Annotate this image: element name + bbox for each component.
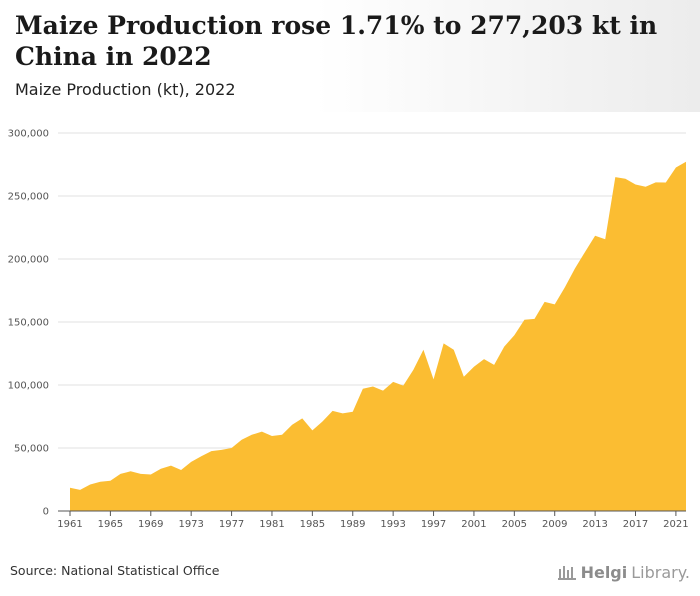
y-tick-label: 100,000 xyxy=(8,381,49,392)
area-chart: 0 50,000 100,000 150,000 200,000 250,000 300,0… xyxy=(8,129,689,531)
y-tick-label: 200,000 xyxy=(8,255,49,266)
logo-text-helgi: Helgi xyxy=(580,562,628,582)
library-icon xyxy=(557,566,576,580)
x-tick-label: 1997 xyxy=(421,519,446,530)
x-tick-label: 2005 xyxy=(502,519,527,530)
chart-subtitle: Maize Production (kt), 2022 xyxy=(15,80,236,99)
x-tick-label: 1993 xyxy=(380,519,405,530)
y-tick-label: 150,000 xyxy=(8,318,49,329)
x-tick-label: 2001 xyxy=(461,519,486,530)
header: Maize Production rose 1.71% to 277,203 k… xyxy=(0,0,700,112)
x-tick-label: 2017 xyxy=(623,519,648,530)
y-tick-label: 50,000 xyxy=(14,444,49,455)
x-tick-label: 1973 xyxy=(178,519,203,530)
y-tick-label: 250,000 xyxy=(8,192,49,203)
x-tick-label: 2021 xyxy=(663,519,688,530)
area-series xyxy=(70,161,686,511)
logo-text-library: Library. xyxy=(631,562,690,582)
x-tick-label: 1985 xyxy=(300,519,325,530)
x-tick-label: 2009 xyxy=(542,519,567,530)
y-tick-label: 0 xyxy=(43,507,49,518)
source-note: Source: National Statistical Office xyxy=(10,563,220,578)
chart-title: Maize Production rose 1.71% to 277,203 k… xyxy=(15,11,658,71)
x-tick-label: 1981 xyxy=(259,519,284,530)
helgi-library-logo[interactable]: Helgi Library. xyxy=(557,562,690,582)
x-tick-label: 1969 xyxy=(138,519,163,530)
x-tick-label: 1989 xyxy=(340,519,365,530)
x-tick-label: 1961 xyxy=(57,519,82,530)
x-tick-label: 1977 xyxy=(219,519,244,530)
x-tick-label: 1965 xyxy=(98,519,123,530)
x-tick-label: 2013 xyxy=(582,519,607,530)
y-tick-label: 300,000 xyxy=(8,129,49,140)
